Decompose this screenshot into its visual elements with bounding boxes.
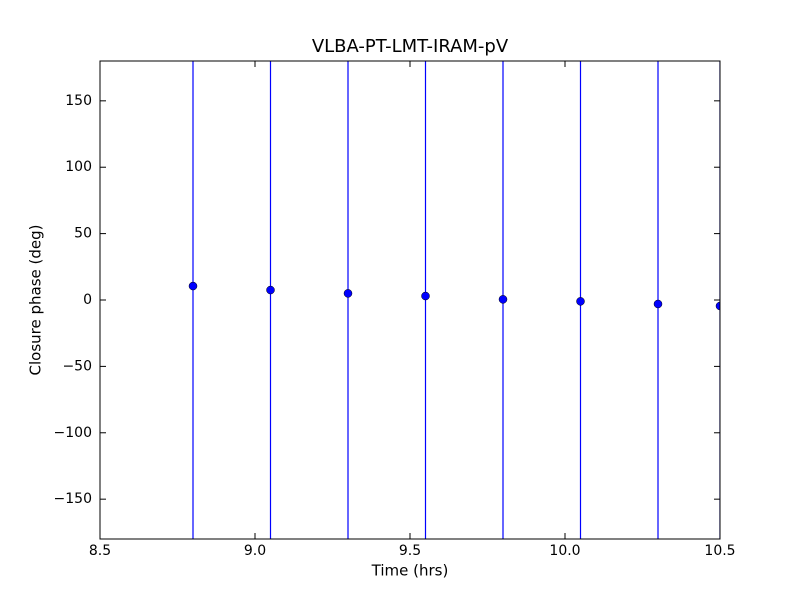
y-tick-label: 0 [83,292,92,308]
y-tick-label: −50 [62,358,92,374]
x-tick-label: 10.5 [704,543,735,559]
data-point [188,281,198,291]
y-axis-label: Closure phase (deg) [27,225,45,376]
y-tick-label: 100 [65,159,92,175]
plot-area [188,61,720,539]
y-tick-label: 50 [74,226,92,242]
data-point [498,295,508,304]
data-point [421,291,430,301]
data-point [343,289,353,298]
x-tick-label: 9.5 [399,543,421,559]
data-point [653,299,663,309]
x-tick-label: 8.5 [89,543,111,559]
y-tick-label: −150 [54,491,92,507]
y-tick-label: −100 [54,425,92,441]
data-point [715,301,720,311]
data-point [576,297,585,306]
data-point [266,285,275,295]
x-axis-label: Time (hrs) [371,562,449,580]
y-tick-label: 150 [65,93,92,109]
x-tick-label: 9.0 [244,543,266,559]
x-tick-label: 10.0 [549,543,580,559]
chart-title: VLBA-PT-LMT-IRAM-pV [312,36,509,57]
